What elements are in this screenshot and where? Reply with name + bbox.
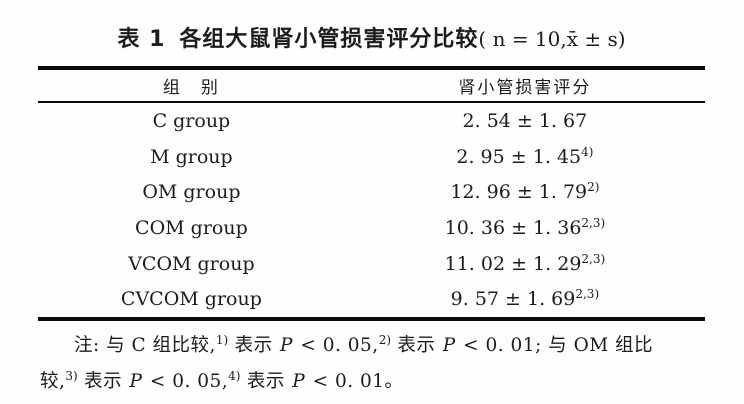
score-cell: 10. 36 ± 1. 362,3) xyxy=(345,215,705,239)
footnote-text: 较, xyxy=(40,371,66,392)
group-name-cell: CVCOM group xyxy=(120,288,262,311)
table-caption: 表 1 各组大鼠肾小管损害评分比较( n = 10,x̄ ± s) xyxy=(38,21,705,53)
table-bottom-rule xyxy=(38,317,705,322)
table-row: COM group 10. 36 ± 1. 362,3) xyxy=(38,210,705,246)
score-value: 9. 57 ± 1. 69 xyxy=(450,288,576,311)
p-value-symbol: P xyxy=(442,335,456,356)
footnote-text: 表示 xyxy=(391,335,442,356)
score-superscript: 2,3) xyxy=(575,287,600,302)
score-cell: 12. 96 ± 1. 792) xyxy=(345,180,705,204)
score-cell: 2. 95 ± 1. 454) xyxy=(345,144,705,168)
score-cell: 9. 57 ± 1. 692,3) xyxy=(345,287,705,311)
table-header-row: 组 别 肾小管损害评分 xyxy=(38,70,705,101)
table-caption-title: 各组大鼠肾小管损害评分比较 xyxy=(179,27,479,52)
score-value: 12. 96 ± 1. 79 xyxy=(450,181,588,204)
table-caption-label: 表 1 xyxy=(117,27,166,52)
footnote-text: < 0. 01; 与 OM 组比 xyxy=(456,335,654,356)
score-value: 2. 95 ± 1. 45 xyxy=(456,145,582,168)
footnote-text: 表示 xyxy=(228,335,280,356)
group-name-cell: C group xyxy=(152,109,231,132)
footnote-text: 表示 xyxy=(77,371,129,392)
footnote-text: 注: 与 C 组比较, xyxy=(74,335,216,356)
group-name-cell: COM group xyxy=(135,216,248,239)
footnote-text: < 0. 05, xyxy=(143,371,229,392)
footnote-text: < 0. 05, xyxy=(293,335,379,356)
score-value: 10. 36 ± 1. 36 xyxy=(444,216,582,239)
footnote-line-1: 注: 与 C 组比较,1) 表示 P < 0. 05,2) 表示 P < 0. … xyxy=(40,328,706,364)
table-row: C group 2. 54 ± 1. 67 xyxy=(38,103,705,139)
table-row: M group 2. 95 ± 1. 454) xyxy=(38,139,705,175)
table-footnote: 注: 与 C 组比较,1) 表示 P < 0. 05,2) 表示 P < 0. … xyxy=(40,328,706,400)
score-superscript: 2,3) xyxy=(581,215,606,230)
column-header-group: 组 别 xyxy=(162,78,220,98)
footnote-line-2: 较,3) 表示 P < 0. 05,4) 表示 P < 0. 01。 xyxy=(40,364,706,400)
p-value-symbol: P xyxy=(129,371,143,392)
footnote-text: 表示 xyxy=(240,371,292,392)
footnote-superscript: 3) xyxy=(65,369,78,383)
data-table: 组 别 肾小管损害评分 C group 2. 54 ± 1. 67 M grou… xyxy=(38,66,705,322)
footnote-superscript: 1) xyxy=(215,333,229,347)
p-value-symbol: P xyxy=(280,335,293,356)
score-cell: 2. 54 ± 1. 67 xyxy=(345,110,705,132)
footnote-superscript: 4) xyxy=(228,369,241,383)
score-value: 11. 02 ± 1. 29 xyxy=(444,252,582,275)
table-top-rule xyxy=(38,66,705,70)
group-name-cell: OM group xyxy=(142,181,241,204)
footnote-superscript: 2) xyxy=(378,333,392,347)
column-header-score: 肾小管损害评分 xyxy=(458,78,592,98)
score-cell: 11. 02 ± 1. 292,3) xyxy=(345,251,705,275)
group-name-cell: M group xyxy=(150,145,233,168)
table-caption-stats: ( n = 10,x̄ ± s) xyxy=(478,27,626,51)
table-row: OM group 12. 96 ± 1. 792) xyxy=(38,174,705,210)
footnote-text: < 0. 01。 xyxy=(306,371,404,392)
p-value-symbol: P xyxy=(292,371,306,392)
table-row: VCOM group 11. 02 ± 1. 292,3) xyxy=(38,246,705,282)
header-divider-rule xyxy=(38,101,705,103)
group-name-cell: VCOM group xyxy=(128,252,255,275)
score-superscript: 2) xyxy=(587,180,600,195)
score-superscript: 2,3) xyxy=(581,251,606,266)
score-value: 2. 54 ± 1. 67 xyxy=(462,109,588,132)
score-superscript: 4) xyxy=(581,144,594,159)
table-row: CVCOM group 9. 57 ± 1. 692,3) xyxy=(38,281,705,317)
